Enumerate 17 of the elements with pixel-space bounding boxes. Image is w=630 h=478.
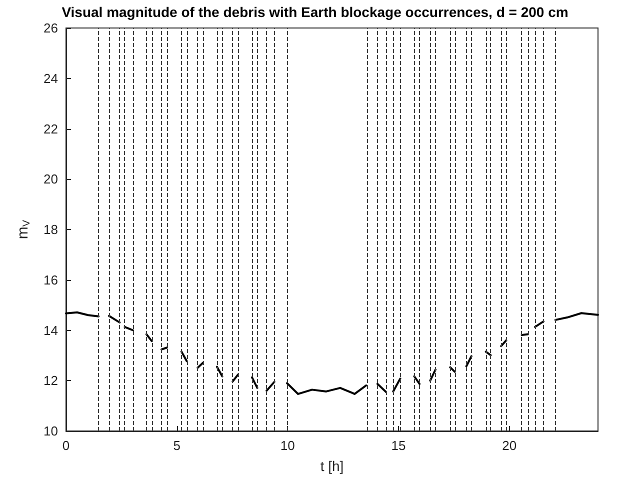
chart-title: Visual magnitude of the debris with Earth blockage occurrences, d = 200 cm	[62, 4, 568, 20]
y-tick-label: 10	[44, 424, 58, 438]
y-tick-label: 14	[44, 322, 58, 338]
y-tick-label: 20	[44, 172, 58, 187]
y-tick-label: 12	[44, 373, 58, 388]
x-tick-label: 15	[391, 438, 406, 453]
x-axis-title: t [h]	[320, 458, 344, 474]
y-tick-label: 26	[44, 20, 58, 36]
x-tick-label: 20	[502, 438, 517, 453]
y-tick-label: 16	[44, 272, 58, 288]
x-tick-label: 0	[62, 438, 70, 453]
x-tick-label: 5	[173, 438, 180, 453]
y-axis-title: mV	[14, 220, 32, 240]
y-tick-label: 18	[44, 222, 58, 237]
y-tick-label: 24	[44, 70, 58, 86]
y-tick-label: 22	[44, 121, 58, 136]
x-tick-label: 10	[280, 438, 295, 453]
